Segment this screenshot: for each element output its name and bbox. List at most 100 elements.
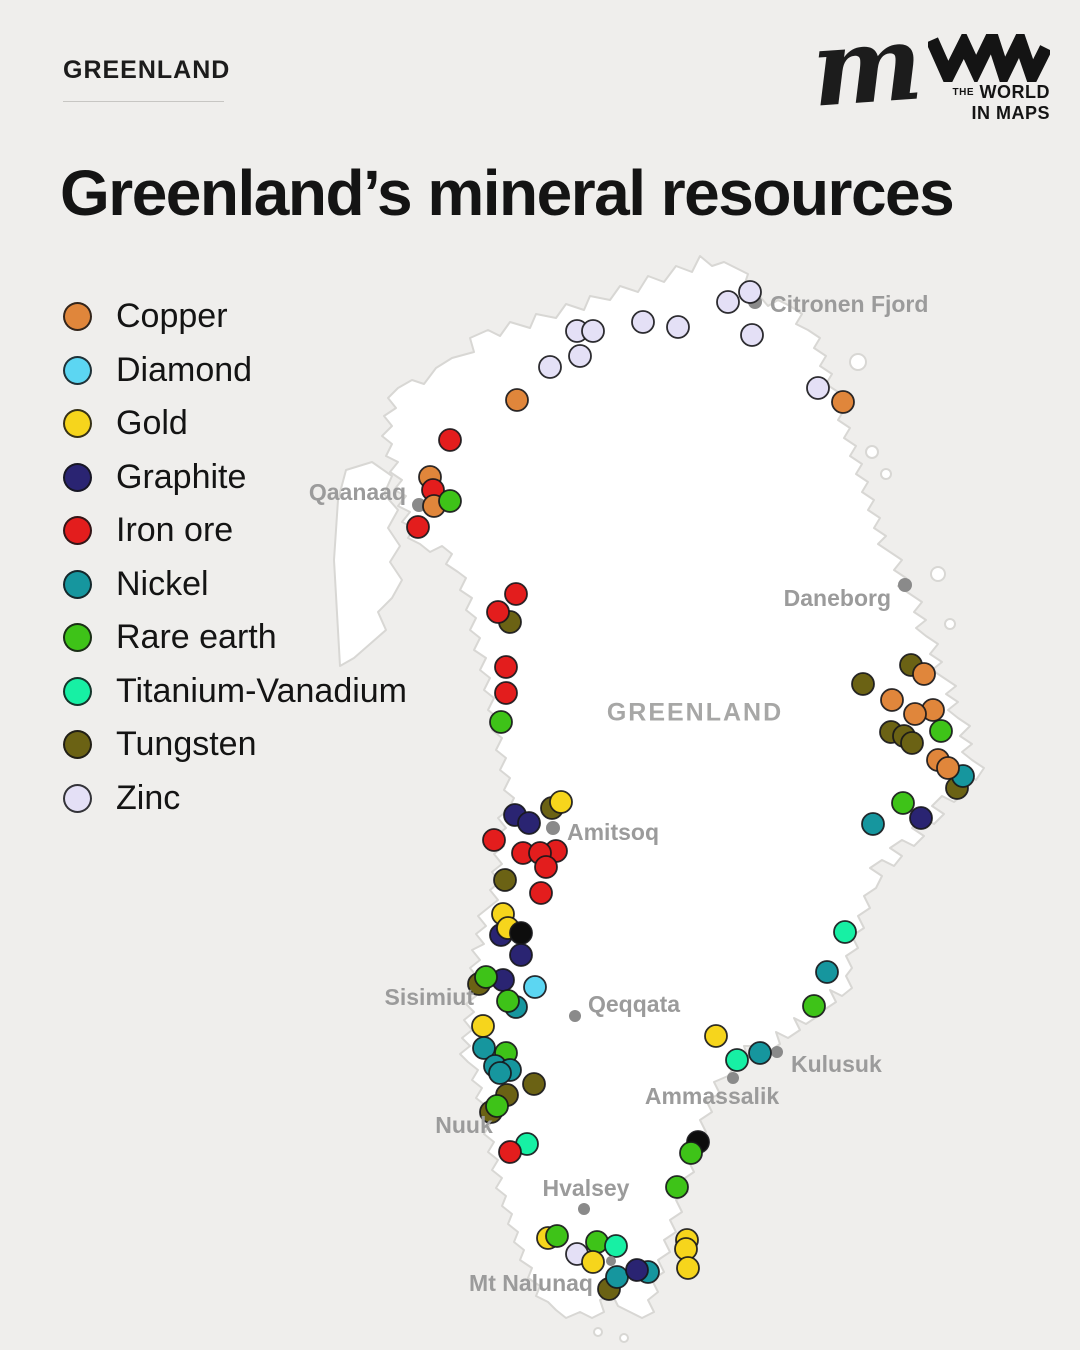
logo-in-maps: IN MAPS — [971, 103, 1050, 123]
mineral-dot-gold — [581, 1250, 605, 1274]
monogram-logo: m — [807, 0, 927, 131]
mineral-dot-copper — [903, 702, 927, 726]
mineral-dot-zinc — [538, 355, 562, 379]
city-label-ammassalik: Ammassalik — [645, 1083, 779, 1109]
legend-label-rare_earth: Rare earth — [116, 618, 277, 657]
city-dot-amitsoq — [546, 821, 560, 835]
legend-swatch-graphite — [63, 462, 92, 492]
city-labels: Citronen Fjord Qaanaaq Daneborg Amitsoq Sisi… — [309, 291, 929, 1296]
logo-world: WORLD — [979, 82, 1050, 102]
islands — [593, 353, 956, 1343]
mineral-dot-black — [509, 921, 533, 945]
mineral-dot-nickel — [815, 960, 839, 984]
mineral-dot-iron_ore — [504, 582, 528, 606]
city-label-amitsoq: Amitsoq — [567, 819, 659, 845]
legend-swatch-iron_ore — [63, 516, 92, 546]
region-label: GREENLAND — [606, 698, 784, 727]
mineral-dot-zinc — [666, 315, 690, 339]
mineral-dot-graphite — [909, 806, 933, 830]
mineral-dot-graphite — [625, 1258, 649, 1282]
legend-swatch-nickel — [63, 569, 92, 599]
city-label-sisimiut: Sisimiut — [385, 984, 475, 1010]
mineral-dot-rare_earth — [679, 1141, 703, 1165]
legend-item-tungsten: Tungsten — [63, 718, 407, 772]
legend-item-gold: Gold — [63, 397, 407, 451]
legend-item-rare_earth: Rare earth — [63, 611, 407, 665]
mineral-dot-zinc — [740, 323, 764, 347]
city-dot-qeqqata — [569, 1010, 581, 1022]
mineral-dot-gold — [676, 1256, 700, 1280]
city-label-mt-nalunaq: Mt Nalunaq — [469, 1270, 593, 1296]
mineral-dot-iron_ore — [486, 600, 510, 624]
mineral-dot-rare_earth — [545, 1224, 569, 1248]
mineral-dot-iron_ore — [529, 881, 553, 905]
mineral-dot-iron_ore — [494, 681, 518, 705]
legend-swatch-zinc — [63, 783, 92, 813]
city-label-qaanaaq: Qaanaaq — [309, 479, 406, 505]
legend-swatch-copper — [63, 302, 92, 332]
mineral-dot-copper — [912, 662, 936, 686]
mineral-dot-iron_ore — [498, 1140, 522, 1164]
mineral-dot-titanium_vanadium — [725, 1048, 749, 1072]
mineral-dot-zinc — [581, 319, 605, 343]
mineral-dot-zinc — [806, 376, 830, 400]
legend-item-zinc: Zinc — [63, 772, 407, 826]
mineral-dot-iron_ore — [482, 828, 506, 852]
legend-label-nickel: Nickel — [116, 564, 209, 603]
city-label-daneborg: Daneborg — [784, 585, 891, 611]
mineral-dot-nickel — [605, 1265, 629, 1289]
page-kicker: GREENLAND — [63, 56, 231, 84]
mineral-dot-copper — [831, 390, 855, 414]
mineral-dot-iron_ore — [406, 515, 430, 539]
city-dot-hvalsey — [578, 1203, 590, 1215]
mineral-dot-gold — [471, 1014, 495, 1038]
legend-swatch-titanium_vanadium — [63, 676, 92, 706]
legend-item-diamond: Diamond — [63, 344, 407, 398]
mineral-dot-tungsten — [522, 1072, 546, 1096]
page-title: Greenland’s mineral resources — [60, 157, 955, 229]
mineral-dot-nickel — [861, 812, 885, 836]
legend-swatch-diamond — [63, 355, 92, 385]
mineral-dot-nickel — [748, 1041, 772, 1065]
legend-label-tungsten: Tungsten — [116, 725, 257, 764]
mineral-dot-rare_earth — [891, 791, 915, 815]
legend-label-graphite: Graphite — [116, 457, 247, 496]
mineral-dot-gold — [704, 1024, 728, 1048]
mineral-dot-rare_earth — [489, 710, 513, 734]
mineral-dot-nickel — [472, 1036, 496, 1060]
mineral-dot-titanium_vanadium — [833, 920, 857, 944]
legend-item-nickel: Nickel — [63, 558, 407, 612]
mineral-dot-rare_earth — [929, 719, 953, 743]
mineral-dot-rare_earth — [485, 1094, 509, 1118]
mineral-dot-copper — [505, 388, 529, 412]
legend-swatch-tungsten — [63, 730, 92, 760]
mineral-dot-graphite — [517, 811, 541, 835]
legend-label-diamond: Diamond — [116, 350, 253, 389]
mineral-dot-copper — [880, 688, 904, 712]
mineral-dot-zinc — [568, 344, 592, 368]
mineral-dot-iron_ore — [438, 428, 462, 452]
mineral-dot-tungsten — [900, 731, 924, 755]
mineral-dot-diamond — [523, 975, 547, 999]
legend-swatch-rare_earth — [63, 623, 92, 653]
legend-label-zinc: Zinc — [116, 778, 181, 817]
logo-the: THE — [952, 87, 974, 98]
canada-coast — [333, 461, 403, 667]
city-label-hvalsey: Hvalsey — [543, 1175, 630, 1201]
mineral-dot-rare_earth — [438, 489, 462, 513]
mineral-dot-titanium_vanadium — [604, 1234, 628, 1258]
legend-label-copper: Copper — [116, 297, 228, 336]
mineral-dot-rare_earth — [802, 994, 826, 1018]
legend-label-iron_ore: Iron ore — [116, 511, 234, 550]
mineral-dot-zinc — [738, 280, 762, 304]
city-dot-ammassalik — [727, 1072, 739, 1084]
legend-label-gold: Gold — [116, 404, 188, 443]
city-dot-mt-nalunaq — [606, 1256, 616, 1266]
legend-item-graphite: Graphite — [63, 451, 407, 505]
city-label-qeqqata: Qeqqata — [588, 991, 680, 1017]
kicker-underline — [63, 101, 224, 102]
mineral-dot-nickel — [488, 1061, 512, 1085]
mineral-dot-gold — [549, 790, 573, 814]
mineral-dot-iron_ore — [494, 655, 518, 679]
